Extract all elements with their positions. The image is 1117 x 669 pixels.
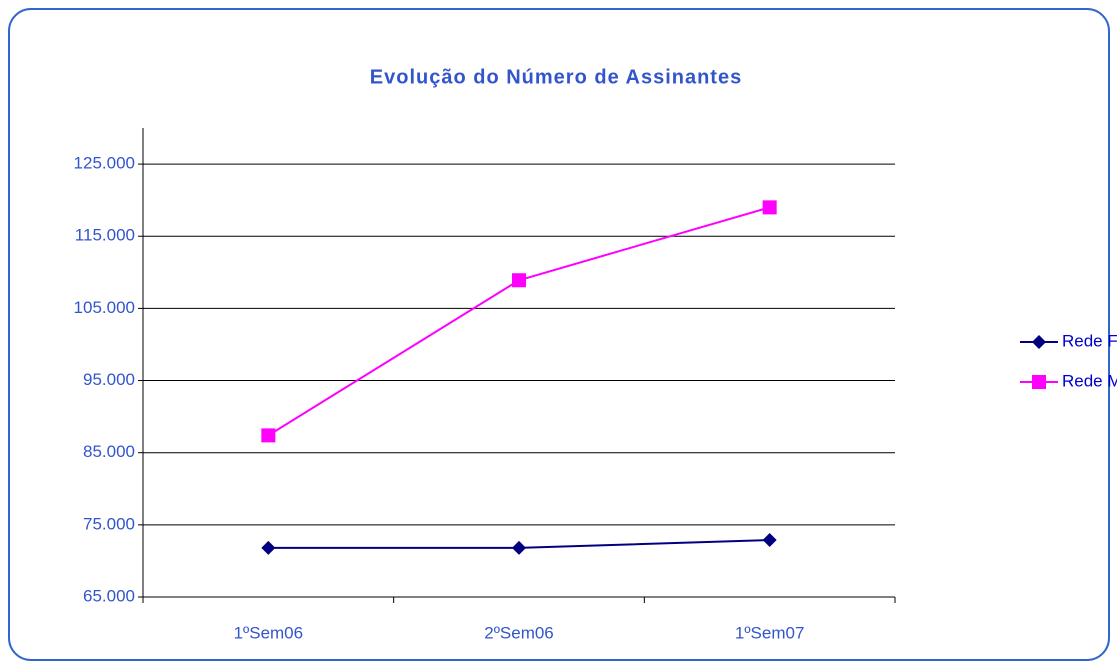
point [762,200,777,215]
y-tick-label: 85.000 [83,442,135,461]
y-tick-label: 95.000 [83,370,135,389]
point [261,428,276,443]
y-tick-label: 105.000 [74,298,135,317]
y-tick-label: 75.000 [83,514,135,533]
y-tick-label: 125.000 [74,154,135,173]
point [261,540,276,555]
x-tick-label: 2ºSem06 [484,623,554,642]
point [762,532,777,547]
chart-frame [8,8,1110,661]
y-tick-label: 65.000 [83,586,135,605]
point [512,273,526,288]
point [512,540,526,555]
y-tick-label: 115.000 [75,226,135,245]
x-tick-label: 1ºSem06 [234,623,304,642]
legend-label: Rede Móvel [1062,371,1117,390]
x-tick-label: 1ºSem07 [735,623,805,642]
chart-title: Evolução do Número de Assinantes [370,66,742,88]
legend-marker [1032,335,1046,349]
legend-marker [1032,375,1046,389]
legend-label: Rede Fixa [1062,331,1117,350]
